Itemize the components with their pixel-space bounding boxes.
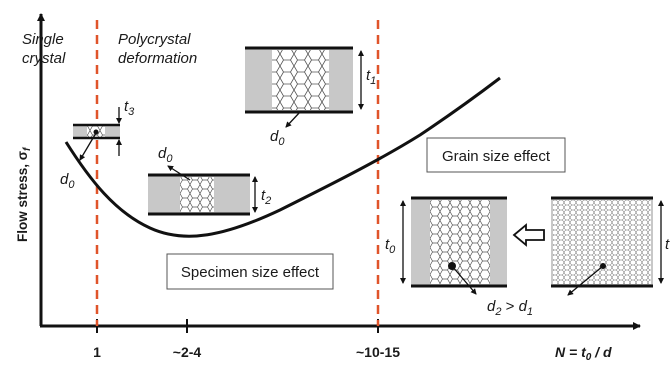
grain-size-effect-box — [426, 137, 566, 173]
coarse-grain-specimen — [400, 196, 507, 295]
x-tick-label-1: 1 — [93, 344, 101, 360]
fine-thickness-label: t — [665, 236, 670, 253]
polycrystal-label-line2: deformation — [118, 50, 197, 67]
single-crystal-label-line1: Single — [22, 31, 64, 48]
y-axis-label: Flow stress, σf — [15, 146, 33, 242]
mid-thickness-label: t2 — [261, 187, 271, 207]
fine-grain-specimen — [551, 196, 664, 296]
top-specimen — [245, 46, 364, 128]
specimen-size-effect-label: Specimen size effect — [181, 264, 320, 281]
x-tick-label-2: ~2-4 — [173, 344, 202, 360]
x-axis-label: N = t0 / d — [555, 344, 612, 363]
tiny-specimen — [73, 107, 122, 161]
grain-relation-label: d2 > d1 — [487, 298, 533, 318]
mid-grain-label: d0 — [158, 145, 173, 165]
mid-specimen — [148, 165, 258, 216]
tiny-grain-label: d0 — [60, 171, 75, 191]
x-tick-label-3: ~10-15 — [356, 344, 400, 360]
polycrystal-label-line1: Polycrystal — [118, 31, 191, 48]
top-grain-label: d0 — [270, 128, 285, 148]
specimen-size-effect-box — [166, 253, 334, 290]
grain-size-effect-label: Grain size effect — [442, 148, 551, 165]
single-crystal-label-line2: crystal — [22, 50, 66, 67]
transition-arrow-icon — [512, 223, 545, 247]
tiny-thickness-label: t3 — [124, 98, 135, 118]
top-thickness-label: t1 — [366, 67, 376, 87]
coarse-thickness-label: t0 — [385, 236, 396, 256]
flow-stress-curve — [64, 76, 501, 238]
